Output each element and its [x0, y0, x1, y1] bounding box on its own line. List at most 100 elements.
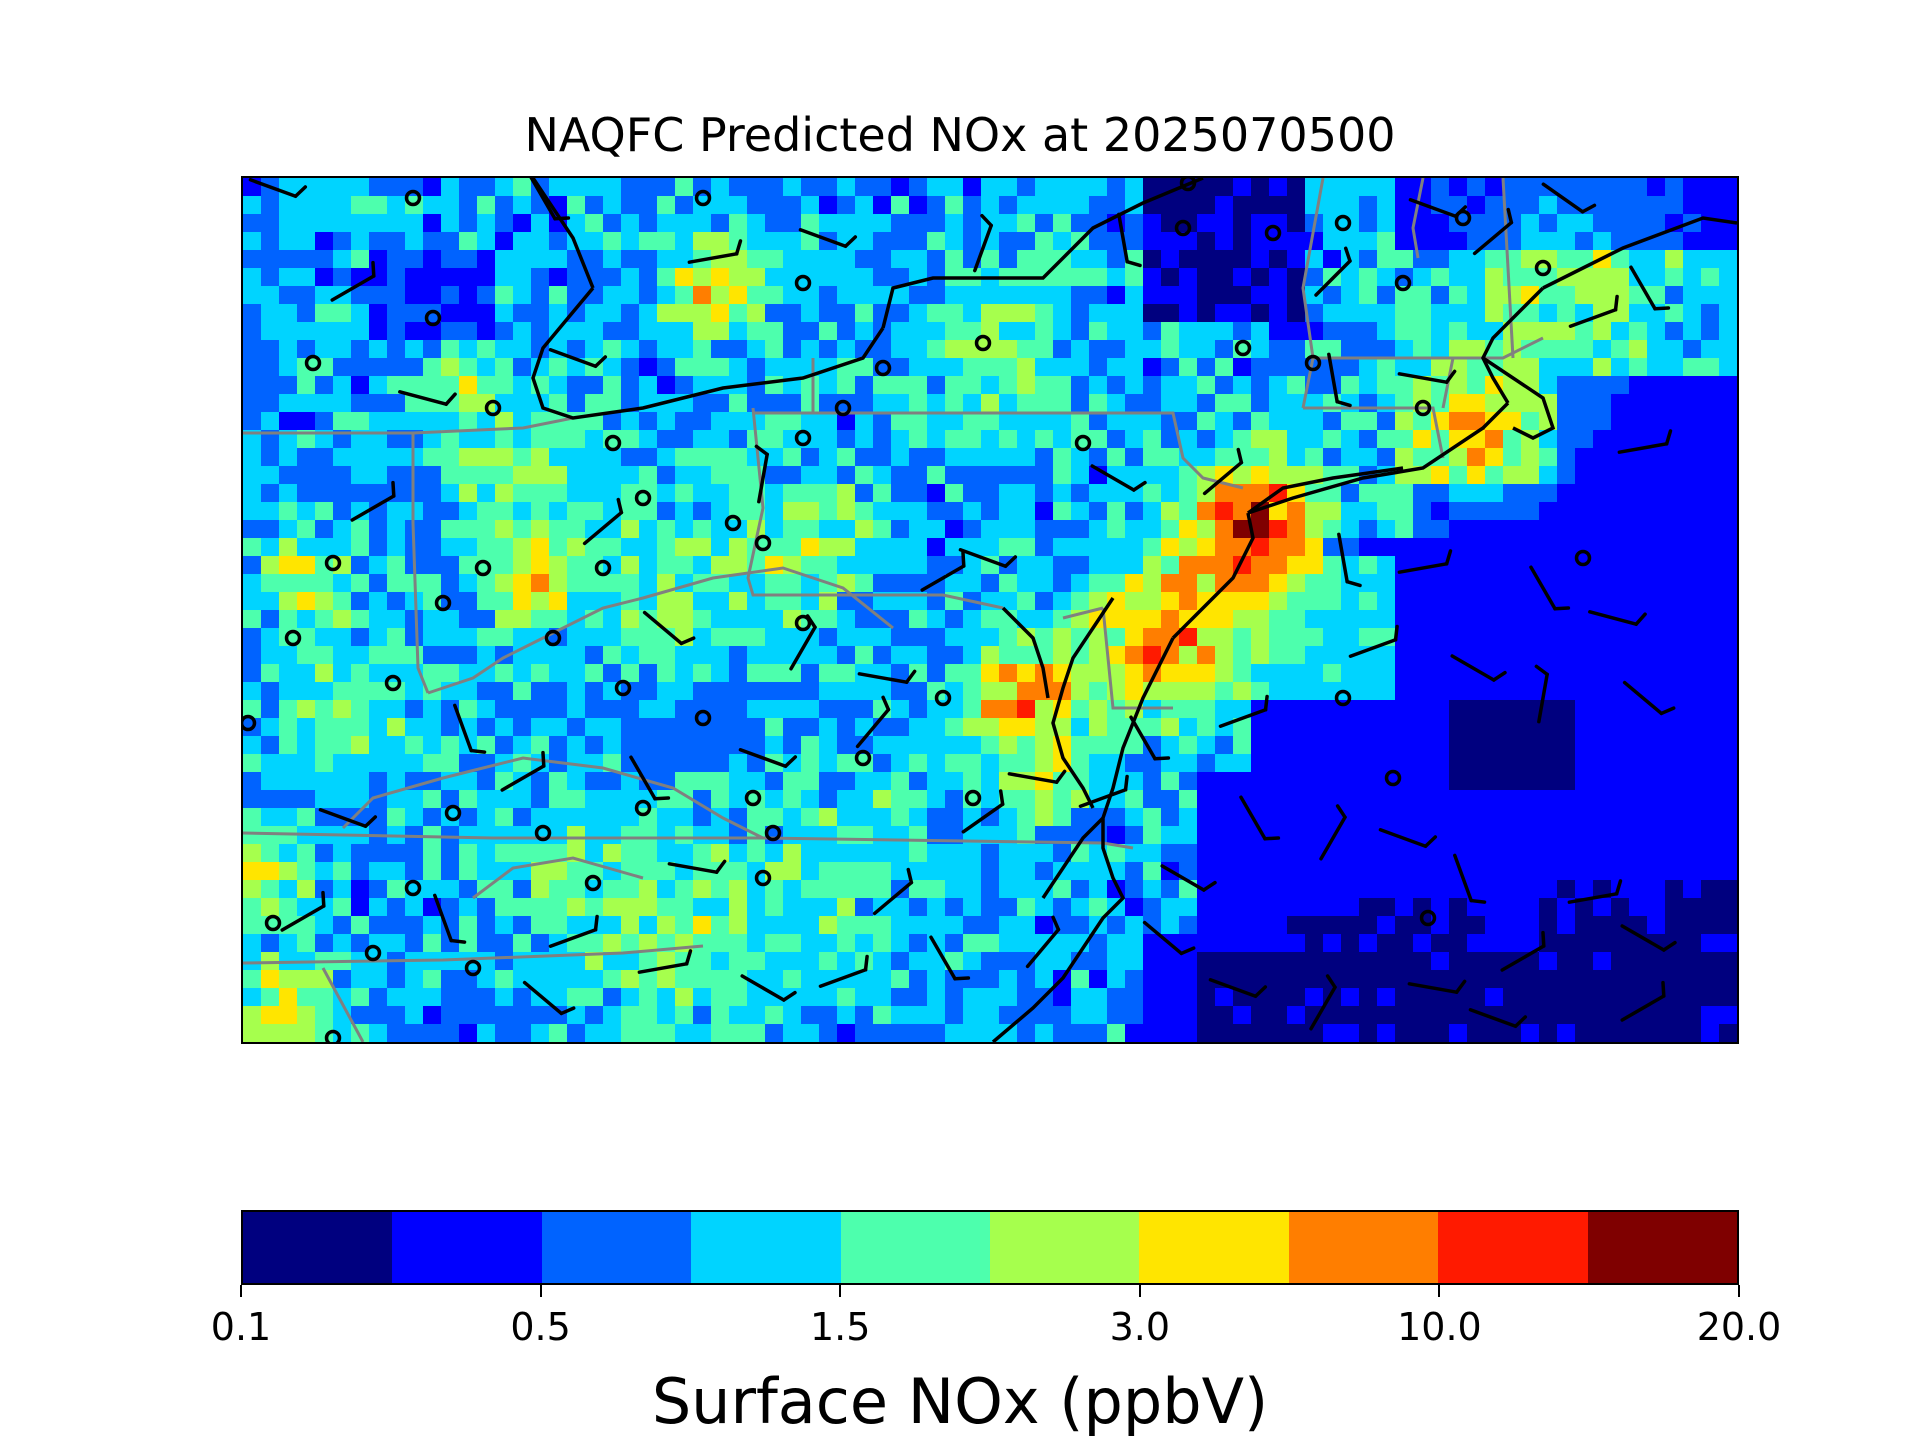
nox-grid-cell	[1629, 646, 1648, 665]
nox-grid-cell	[765, 610, 784, 629]
nox-grid-cell	[1701, 844, 1720, 863]
nox-grid-cell	[1017, 826, 1036, 845]
nox-grid-cell	[279, 664, 298, 683]
nox-grid-cell	[1035, 214, 1054, 233]
nox-grid-cell	[1161, 1006, 1180, 1025]
nox-grid-cell	[1341, 682, 1360, 701]
nox-grid-cell	[441, 484, 460, 503]
nox-grid-cell	[873, 826, 892, 845]
nox-grid-cell	[243, 574, 262, 593]
nox-grid-cell	[297, 466, 316, 485]
state-border-line	[321, 967, 365, 1042]
nox-grid-cell	[1665, 790, 1684, 809]
nox-grid-cell	[855, 592, 874, 611]
nox-grid-cell	[1341, 664, 1360, 683]
nox-grid-cell	[1431, 808, 1450, 827]
nox-grid-cell	[711, 754, 730, 773]
nox-grid-cell	[819, 988, 838, 1007]
nox-grid-cell	[1251, 1006, 1270, 1025]
nox-grid-cell	[243, 556, 262, 575]
nox-grid-cell	[909, 340, 928, 359]
nox-grid-cell	[783, 844, 802, 863]
nox-grid-cell	[1647, 1006, 1666, 1025]
nox-grid-cell	[891, 610, 910, 629]
nox-grid-cell	[1197, 754, 1216, 773]
nox-grid-cell	[765, 394, 784, 413]
nox-grid-cell	[1215, 232, 1234, 251]
nox-grid-cell	[1377, 574, 1396, 593]
nox-grid-cell	[855, 286, 874, 305]
nox-grid-cell	[1143, 250, 1162, 269]
nox-grid-cell	[1017, 664, 1036, 683]
nox-grid-cell	[765, 430, 784, 449]
nox-grid-cell	[1575, 448, 1594, 467]
nox-grid-cell	[1683, 430, 1702, 449]
nox-grid-cell	[621, 358, 640, 377]
nox-grid-cell	[1341, 538, 1360, 557]
nox-grid-cell	[1341, 988, 1360, 1007]
nox-grid-cell	[1575, 862, 1594, 881]
nox-grid-cell	[1503, 880, 1522, 899]
nox-grid-cell	[1683, 556, 1702, 575]
nox-grid-cell	[495, 898, 514, 917]
nox-grid-cell	[1629, 448, 1648, 467]
nox-grid-cell	[711, 178, 730, 197]
nox-grid-cell	[1521, 862, 1540, 881]
nox-grid-cell	[549, 178, 568, 197]
nox-grid-cell	[351, 736, 370, 755]
nox-grid-cell	[405, 358, 424, 377]
nox-grid-cell	[1701, 952, 1720, 971]
nox-grid-cell	[1197, 628, 1216, 647]
nox-grid-cell	[837, 556, 856, 575]
nox-grid-cell	[297, 862, 316, 881]
nox-grid-cell	[1089, 448, 1108, 467]
nox-grid-cell	[855, 538, 874, 557]
nox-grid-cell	[1089, 736, 1108, 755]
nox-grid-cell	[387, 592, 406, 611]
nox-grid-cell	[1323, 502, 1342, 521]
nox-grid-cell	[783, 880, 802, 899]
nox-grid-cell	[1377, 484, 1396, 503]
nox-grid-cell	[333, 340, 352, 359]
nox-grid-cell	[333, 898, 352, 917]
nox-grid-cell	[1719, 376, 1737, 395]
nox-grid-cell	[459, 196, 478, 215]
nox-grid-cell	[1269, 178, 1288, 197]
nox-grid-cell	[1197, 700, 1216, 719]
nox-grid-cell	[1197, 592, 1216, 611]
nox-grid-cell	[1377, 988, 1396, 1007]
nox-grid-cell	[1359, 718, 1378, 737]
nox-grid-cell	[477, 430, 496, 449]
nox-grid-cell	[1593, 214, 1612, 233]
nox-grid-cell	[1161, 574, 1180, 593]
nox-grid-cell	[1647, 862, 1666, 881]
nox-grid-cell	[909, 664, 928, 683]
nox-grid-cell	[243, 844, 262, 863]
nox-grid-cell	[765, 340, 784, 359]
nox-grid-cell	[1467, 808, 1486, 827]
nox-grid-cell	[1413, 682, 1432, 701]
nox-grid-cell	[459, 610, 478, 629]
nox-grid-cell	[1179, 754, 1198, 773]
nox-grid-cell	[1521, 970, 1540, 989]
nox-grid-cell	[1053, 484, 1072, 503]
nox-grid-cell	[999, 214, 1018, 233]
nox-grid-cell	[1017, 862, 1036, 881]
nox-grid-cell	[1215, 592, 1234, 611]
nox-grid-cell	[1359, 844, 1378, 863]
nox-grid-cell	[945, 952, 964, 971]
nox-grid-cell	[369, 1024, 388, 1042]
nox-grid-cell	[369, 610, 388, 629]
nox-grid-cell	[261, 574, 280, 593]
nox-grid-cell	[819, 484, 838, 503]
nox-grid-cell	[981, 250, 1000, 269]
nox-grid-cell	[1701, 646, 1720, 665]
nox-grid-cell	[837, 880, 856, 899]
nox-grid-cell	[1107, 898, 1126, 917]
nox-grid-cell	[1629, 880, 1648, 899]
nox-grid-cell	[549, 250, 568, 269]
nox-grid-cell	[585, 970, 604, 989]
nox-grid-cell	[567, 196, 586, 215]
nox-grid-cell	[441, 466, 460, 485]
nox-grid-cell	[1395, 862, 1414, 881]
